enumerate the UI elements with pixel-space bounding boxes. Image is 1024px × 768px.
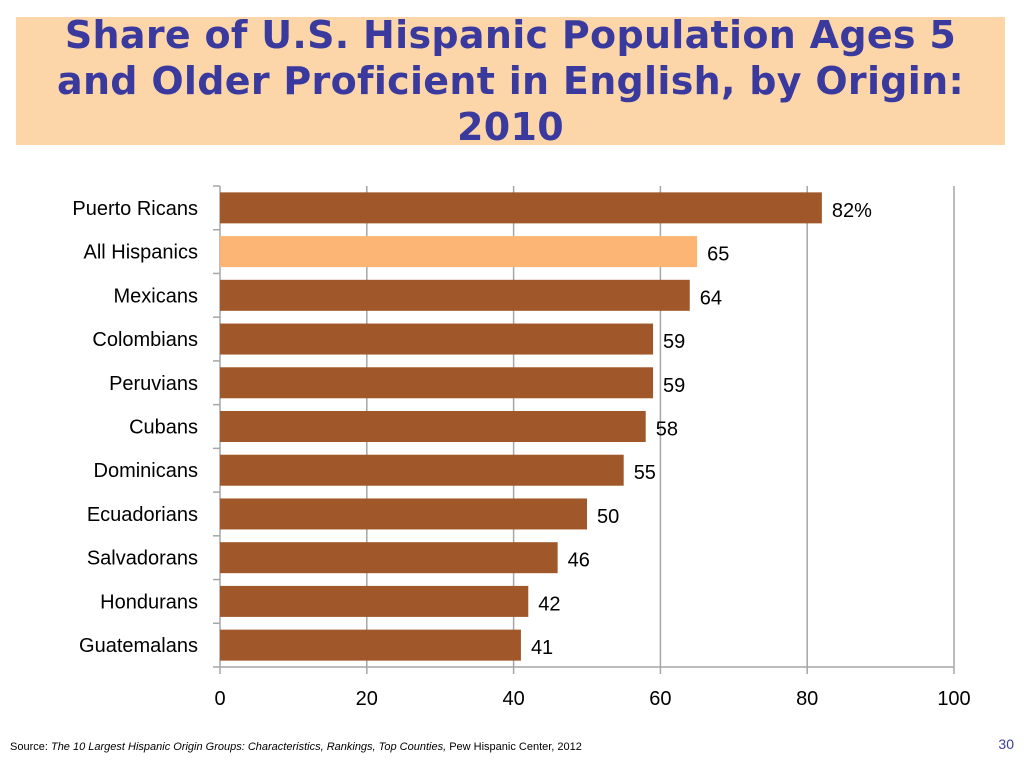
- data-label: 55: [634, 462, 656, 484]
- bar-salvadorans: [220, 542, 558, 574]
- category-label: Guatemalans: [79, 635, 198, 657]
- bar-guatemalans: [220, 629, 521, 661]
- x-axis-ticks: 0 20 40 60 80 100: [214, 666, 971, 710]
- x-tick-label: 100: [937, 688, 970, 710]
- data-label: 42: [538, 593, 560, 615]
- x-tick-label: 60: [649, 688, 671, 710]
- category-label: Salvadorans: [87, 548, 198, 570]
- category-label: Cubans: [129, 417, 198, 439]
- chart-title: Share of U.S. Hispanic Population Ages 5…: [57, 13, 964, 149]
- category-label: Mexicans: [114, 285, 198, 307]
- data-label: 46: [568, 550, 590, 572]
- bar-dominicans: [220, 454, 624, 486]
- category-label: Peruvians: [109, 373, 198, 395]
- source-suffix: Pew Hispanic Center, 2012: [446, 741, 582, 753]
- bar-peruvians: [220, 367, 654, 399]
- bar-ecuadorians: [220, 498, 587, 530]
- category-label: Puerto Ricans: [72, 198, 198, 220]
- category-label: Dominicans: [94, 460, 198, 482]
- x-tick-label: 40: [502, 688, 524, 710]
- x-tick-label: 0: [214, 688, 225, 710]
- bar-hondurans: [220, 585, 529, 617]
- data-label: 50: [597, 506, 619, 528]
- category-label: Hondurans: [100, 591, 198, 613]
- title-banner: Share of U.S. Hispanic Population Ages 5…: [16, 13, 1005, 149]
- page-number: 30: [998, 736, 1014, 752]
- data-label: 82%: [832, 200, 872, 222]
- category-label: Ecuadorians: [87, 504, 198, 526]
- data-label: 64: [700, 287, 722, 309]
- bar-all-hispanics: [220, 236, 698, 268]
- source-title: The 10 Largest Hispanic Origin Groups: C…: [50, 741, 447, 753]
- data-label: 59: [663, 375, 685, 397]
- source-prefix: Source:: [10, 741, 51, 753]
- bar-colombians: [220, 323, 654, 355]
- category-labels: Puerto Ricans All Hispanics Mexicans Colomb…: [72, 198, 198, 657]
- category-label: Colombians: [92, 329, 198, 351]
- bar-mexicans: [220, 279, 690, 311]
- x-tick-label: 80: [796, 688, 818, 710]
- bar-puerto-ricans: [220, 192, 822, 224]
- category-label: All Hispanics: [84, 242, 198, 264]
- data-label: 58: [656, 419, 678, 441]
- data-label: 59: [663, 331, 685, 353]
- data-label: 41: [531, 637, 553, 659]
- data-label: 65: [707, 244, 729, 266]
- x-tick-label: 20: [356, 688, 378, 710]
- source-note: Source: The 10 Largest Hispanic Origin G…: [10, 741, 582, 753]
- bars: [220, 192, 822, 661]
- bar-cubans: [220, 411, 646, 442]
